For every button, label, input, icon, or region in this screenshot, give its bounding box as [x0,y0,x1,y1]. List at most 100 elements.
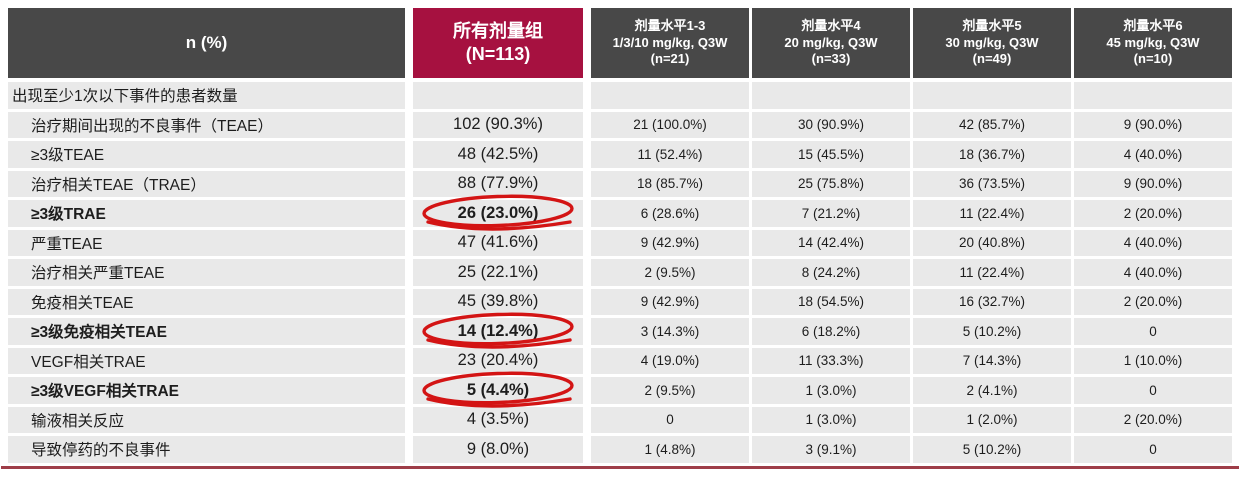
dose-value-cell [913,82,1071,109]
dose-value-cell: 5 (10.2%) [913,436,1071,463]
section-row: 出现至少1次以下事件的患者数量 [8,82,1232,109]
table-row: ≥3级TRAE 26 (23.0%) 6 (28.6%) 7 (21.2%) 1… [8,194,1232,231]
header-dose-level-6: 剂量水平6 45 mg/kg, Q3W (n=10) [1074,8,1232,78]
header-dose3-dose: 30 mg/kg, Q3W [945,34,1039,50]
header-all-dose-line1: 所有剂量组 [453,20,543,41]
dose-value-cell: 3 (14.3%) [591,318,749,345]
dose-value-cell: 36 (73.5%) [913,170,1071,197]
dose-value-cell: 14 (42.4%) [752,229,910,256]
all-dose-value: 45 (39.8%) [457,292,539,311]
row-label-cell: 治疗期间出现的不良事件（TEAE） [8,111,405,138]
dose-value-cell: 7 (21.2%) [752,200,910,227]
dose-value-cell: 30 (90.9%) [752,111,910,138]
all-dose-cell [413,82,583,109]
dose-value-cell: 2 (20.0%) [1074,288,1232,315]
all-dose-cell: 47 (41.6%) [413,229,583,256]
table-row: 治疗期间出现的不良事件（TEAE） 102 (90.3%) 21 (100.0%… [8,111,1232,138]
all-dose-cell: 23 (20.4%) [413,347,583,374]
dose-value-cell: 4 (19.0%) [591,347,749,374]
dose-value-cell: 0 [1074,318,1232,345]
all-dose-cell: 14 (12.4%) [413,312,583,349]
all-dose-value: 88 (77.9%) [457,174,539,193]
dose-value-cell: 18 (54.5%) [752,288,910,315]
section-label: 出现至少1次以下事件的患者数量 [8,82,405,109]
dose-value-cell: 9 (90.0%) [1074,170,1232,197]
dose-value-cell: 18 (36.7%) [913,141,1071,168]
header-dose-level-1-3: 剂量水平1-3 1/3/10 mg/kg, Q3W (n=21) [591,8,749,78]
dose-value-cell: 8 (24.2%) [752,259,910,286]
row-label-cell: 严重TEAE [8,229,405,256]
table-row: 严重TEAE 47 (41.6%) 9 (42.9%) 14 (42.4%) 2… [8,229,1232,256]
table-row: 治疗相关TEAE（TRAE） 88 (77.9%) 18 (85.7%) 25 … [8,170,1232,197]
dose-value-cell: 2 (4.1%) [913,377,1071,404]
dose-value-cell: 2 (9.5%) [591,259,749,286]
table-row: 免疫相关TEAE 45 (39.8%) 9 (42.9%) 18 (54.5%)… [8,288,1232,315]
header-dose3-n: (n=49) [972,51,1012,67]
dose-value-cell: 2 (20.0%) [1074,406,1232,433]
dose-value-cell: 15 (45.5%) [752,141,910,168]
all-dose-cell: 45 (39.8%) [413,288,583,315]
dose-value-cell [591,82,749,109]
header-dose4-dose: 45 mg/kg, Q3W [1106,34,1200,50]
all-dose-value: 47 (41.6%) [457,233,539,252]
dose-value-cell: 0 [591,406,749,433]
row-label-cell: 免疫相关TEAE [8,288,405,315]
header-dose1-title: 剂量水平1-3 [634,17,706,33]
dose-value-cell: 25 (75.8%) [752,170,910,197]
header-dose4-n: (n=10) [1133,51,1173,67]
dose-value-cell: 1 (3.0%) [752,377,910,404]
row-label-cell: 导致停药的不良事件 [8,436,405,463]
dose-value-cell [1074,82,1232,109]
all-dose-cell: 88 (77.9%) [413,170,583,197]
dose-value-cell: 1 (4.8%) [591,436,749,463]
header-dose-level-4: 剂量水平4 20 mg/kg, Q3W (n=33) [752,8,910,78]
header-dose4-title: 剂量水平6 [1123,17,1183,33]
dose-value-cell: 16 (32.7%) [913,288,1071,315]
table-row: 治疗相关严重TEAE 25 (22.1%) 2 (9.5%) 8 (24.2%)… [8,259,1232,286]
row-label-cell: 治疗相关TEAE（TRAE） [8,170,405,197]
dose-value-cell: 5 (10.2%) [913,318,1071,345]
all-dose-value: 14 (12.4%) [457,321,539,340]
dose-value-cell: 1 (3.0%) [752,406,910,433]
all-dose-cell: 102 (90.3%) [413,111,583,138]
dose-value-cell: 1 (2.0%) [913,406,1071,433]
header-dose1-n: (n=21) [650,51,690,67]
all-dose-cell: 5 (4.4%) [413,371,583,408]
all-dose-value: 5 (4.4%) [466,380,530,399]
row-label-cell: ≥3级TRAE [8,200,405,227]
row-label-cell: 输液相关反应 [8,406,405,433]
row-label-cell: ≥3级TEAE [8,141,405,168]
all-dose-value: 9 (8.0%) [466,439,530,458]
all-dose-value: 48 (42.5%) [457,144,539,163]
all-dose-value: 4 (3.5%) [466,410,530,429]
header-dose3-title: 剂量水平5 [962,17,1022,33]
dose-value-cell: 1 (10.0%) [1074,347,1232,374]
header-all-dose-line2: (N=113) [465,44,531,64]
table-header-row: n (%) 所有剂量组 (N=113) 剂量水平1-3 1/3/10 mg/kg… [8,8,1232,78]
dose-value-cell: 2 (9.5%) [591,377,749,404]
row-label-cell: ≥3级VEGF相关TRAE [8,377,405,404]
header-dose-level-5: 剂量水平5 30 mg/kg, Q3W (n=49) [913,8,1071,78]
dose-value-cell: 11 (52.4%) [591,141,749,168]
table-row: ≥3级VEGF相关TRAE 5 (4.4%) 2 (9.5%) 1 (3.0%)… [8,371,1232,408]
table-row: 导致停药的不良事件 9 (8.0%) 1 (4.8%) 3 (9.1%) 5 (… [8,436,1232,463]
all-dose-cell: 48 (42.5%) [413,141,583,168]
row-label-cell: 治疗相关严重TEAE [8,259,405,286]
dose-value-cell: 11 (22.4%) [913,200,1071,227]
dose-value-cell: 9 (42.9%) [591,229,749,256]
header-n-percent: n (%) [8,8,405,78]
all-dose-cell: 9 (8.0%) [413,436,583,463]
dose-value-cell: 4 (40.0%) [1074,259,1232,286]
dose-value-cell: 3 (9.1%) [752,436,910,463]
dose-value-cell: 11 (33.3%) [752,347,910,374]
all-dose-value: 26 (23.0%) [457,203,539,222]
dose-value-cell: 6 (28.6%) [591,200,749,227]
dose-value-cell: 6 (18.2%) [752,318,910,345]
dose-value-cell: 4 (40.0%) [1074,141,1232,168]
table-row: ≥3级TEAE 48 (42.5%) 11 (52.4%) 15 (45.5%)… [8,141,1232,168]
dose-value-cell: 2 (20.0%) [1074,200,1232,227]
header-n-percent-label: n (%) [185,33,228,52]
dose-value-cell: 0 [1074,377,1232,404]
dose-value-cell: 4 (40.0%) [1074,229,1232,256]
